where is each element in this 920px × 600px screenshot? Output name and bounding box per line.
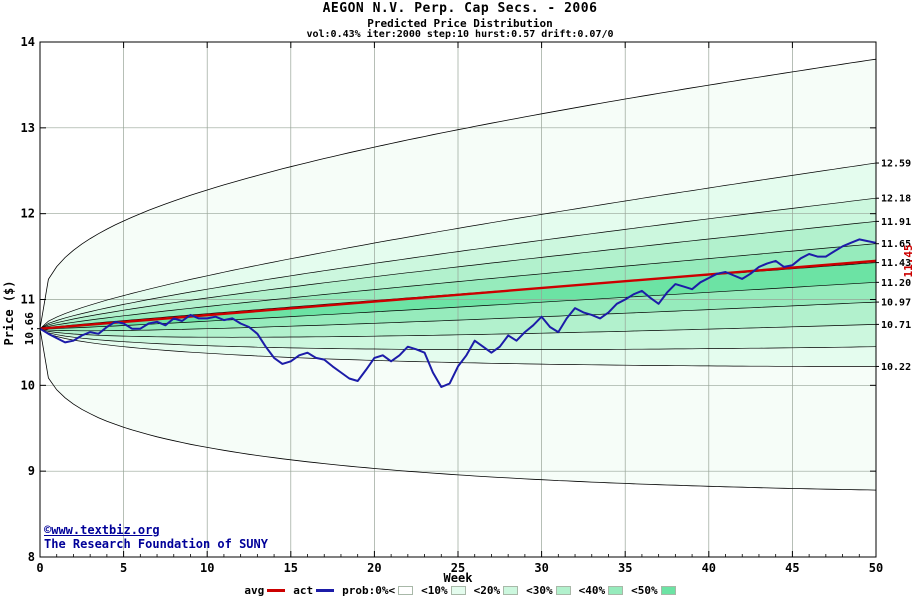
y-tick-label: 14: [21, 35, 35, 49]
x-tick-label: 0: [36, 561, 43, 575]
y-tick-label: 12: [21, 207, 35, 221]
legend-line-sample: [267, 589, 286, 592]
legend-item: <40%: [579, 584, 624, 597]
legend-label: <50%: [631, 584, 658, 597]
x-tick-label: 20: [367, 561, 381, 575]
x-tick-label: 35: [618, 561, 632, 575]
band-end-label: 10.97: [881, 298, 911, 309]
legend-line-sample: [316, 589, 335, 592]
x-tick-label: 15: [284, 561, 298, 575]
x-tick-label: 50: [869, 561, 883, 575]
band-end-label: 11.91: [881, 217, 911, 228]
x-tick-label: 45: [785, 561, 799, 575]
x-tick-label: 30: [534, 561, 548, 575]
y-tick-label: 8: [28, 550, 35, 564]
legend-label: <30%: [526, 584, 553, 597]
legend-item: <30%: [526, 584, 571, 597]
legend-label: avg: [244, 584, 265, 597]
envelope-top-line: [39, 58, 877, 329]
x-tick-label: 40: [702, 561, 716, 575]
chart-params: vol:0.43% iter:2000 step:10 hurst:0.57 d…: [306, 29, 614, 40]
avg-end-label: 11.45: [902, 244, 915, 277]
start-price-label: 10.66: [23, 312, 36, 345]
chart-subtitle: Predicted Price Distribution: [367, 17, 553, 30]
legend-swatch: [555, 586, 571, 595]
legend-label: <20%: [473, 584, 501, 597]
band-end-label: 11.65: [881, 239, 911, 250]
band-bottom-line: [39, 328, 877, 350]
band-top-line: [39, 197, 877, 329]
band-bottom-line: [39, 301, 877, 332]
legend-swatch: [660, 586, 676, 595]
legend-swatch: [398, 586, 414, 595]
x-tick-label: 5: [120, 561, 127, 575]
legend-swatch: [503, 586, 519, 595]
y-tick-label: 10: [21, 378, 35, 392]
band-top-line: [39, 162, 877, 329]
legend-label: act: [293, 584, 314, 597]
x-tick-label: 25: [451, 561, 465, 575]
band-end-label: 12.59: [881, 159, 911, 170]
x-axis-title: Week: [443, 571, 473, 585]
band-end-label: 11.43: [881, 258, 911, 269]
band-top-line: [39, 221, 877, 330]
chart-title: AEGON N.V. Perp. Cap Secs. - 2006: [322, 1, 598, 16]
envelope-bottom-line: [39, 328, 877, 491]
avg-line: [39, 259, 877, 330]
legend-label: prob:0%<: [342, 584, 396, 597]
legend-item: <50%: [631, 584, 676, 597]
attribution-org: The Research Foundation of SUNY: [44, 537, 268, 551]
legend-label: <40%: [578, 584, 606, 597]
legend-item: <20%: [474, 584, 519, 597]
legend-item: avg: [244, 584, 286, 597]
band-bottom-line: [39, 324, 877, 338]
band-bottom-line: [40, 281, 877, 330]
legend-item: <10%: [421, 584, 466, 597]
legend: avg act prob:0%< <10% <20% <30% <40% <50%: [0, 584, 920, 597]
band-end-label: 11.20: [881, 278, 911, 289]
band-top-line: [39, 243, 877, 330]
legend-item: prob:0%<: [342, 584, 414, 597]
legend-swatch: [450, 586, 466, 595]
band-end-label: 10.22: [881, 362, 911, 373]
y-tick-label: 11: [21, 293, 35, 307]
legend-swatch: [608, 586, 624, 595]
band-end-label: 12.18: [881, 194, 911, 205]
x-tick-label: 10: [200, 561, 214, 575]
y-tick-label: 13: [21, 121, 35, 135]
band-end-label: 10.71: [881, 320, 911, 331]
y-axis-title: Price ($): [2, 280, 16, 346]
y-tick-label: 9: [28, 464, 35, 478]
legend-label: <10%: [421, 584, 448, 597]
legend-item: act: [293, 584, 335, 597]
attribution: ©www.textbiz.org The Research Foundation…: [44, 523, 268, 551]
band-bottom-line: [39, 328, 876, 367]
act-line: [39, 238, 877, 388]
attribution-link[interactable]: ©www.textbiz.org: [44, 523, 160, 537]
